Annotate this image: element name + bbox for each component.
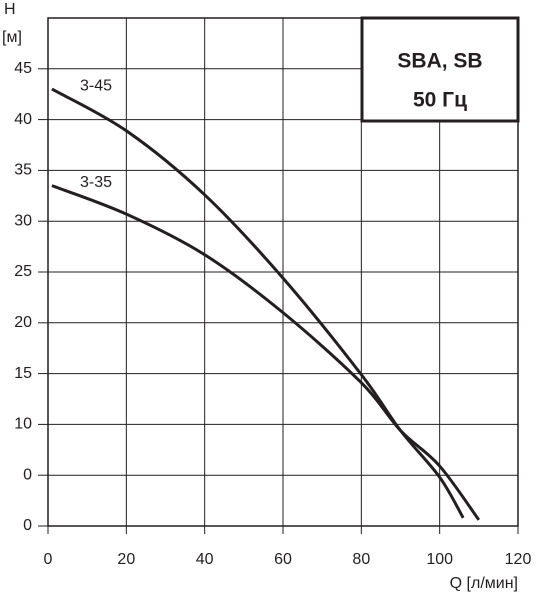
annotation-text: 50 Гц: [413, 89, 467, 112]
series-label: 3-45: [80, 77, 112, 94]
x-tick-label: 20: [117, 551, 135, 568]
x-axis-label: Q [л/мин]: [450, 575, 518, 592]
y-tick-label: 45: [14, 60, 32, 77]
curve: [51, 87, 465, 519]
curve: [51, 184, 481, 521]
y-tick-label: 40: [14, 111, 32, 128]
x-tick-label: 60: [274, 551, 292, 568]
y-tick-label: 20: [14, 314, 32, 331]
x-tick-label: 120: [505, 551, 532, 568]
x-tick-label: 40: [196, 551, 214, 568]
series-label: 3-35: [80, 174, 112, 191]
plot-frame: [47, 17, 519, 527]
y-tick-label: 30: [14, 212, 32, 229]
x-tick-label: 100: [426, 551, 453, 568]
y-tick-label: 10: [14, 416, 32, 433]
y-axis-unit: [м]: [2, 29, 22, 46]
y-tick-label: 35: [14, 162, 32, 179]
y-tick-label: 0: [23, 517, 32, 534]
x-tick-label: 0: [44, 551, 53, 568]
x-tick-label: 80: [352, 551, 370, 568]
y-tick-label: 0: [23, 466, 32, 483]
y-tick-label: 15: [14, 365, 32, 382]
y-axis-label: H: [4, 1, 16, 18]
annotation-text: SBA, SB: [397, 50, 482, 73]
y-tick-label: 25: [14, 263, 32, 280]
annotation-box: [360, 16, 520, 123]
